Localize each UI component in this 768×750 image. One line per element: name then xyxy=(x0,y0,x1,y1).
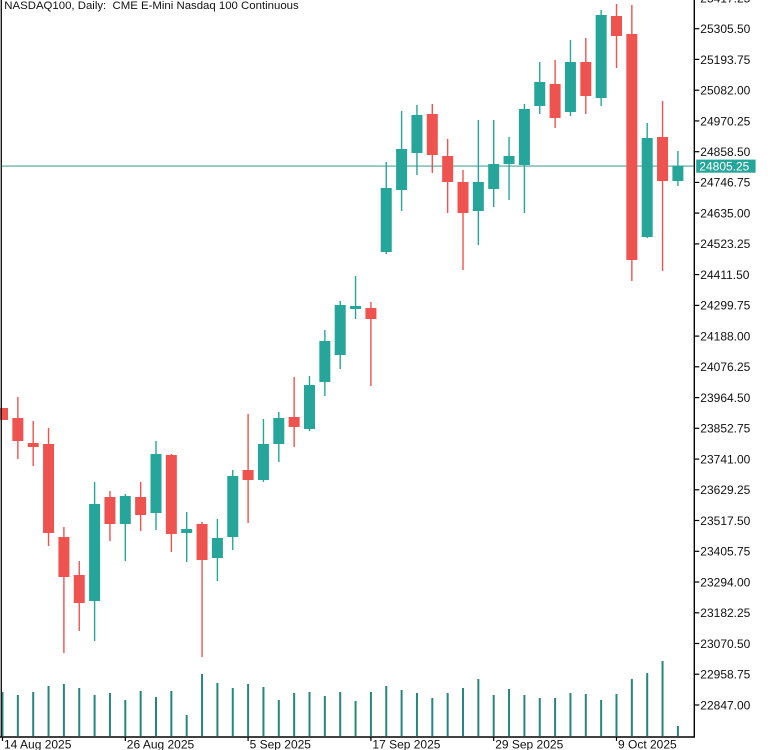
svg-text:25305.50: 25305.50 xyxy=(700,22,750,36)
svg-text:17 Sep 2025: 17 Sep 2025 xyxy=(372,737,440,750)
svg-text:24411.50: 24411.50 xyxy=(700,268,749,282)
svg-text:23964.50: 23964.50 xyxy=(700,391,750,405)
svg-text:23629.25: 23629.25 xyxy=(700,483,750,497)
svg-text:9 Oct 2025: 9 Oct 2025 xyxy=(618,737,677,750)
svg-text:24299.75: 24299.75 xyxy=(700,299,750,313)
svg-text:24635.00: 24635.00 xyxy=(700,207,750,221)
svg-text:23517.50: 23517.50 xyxy=(700,514,750,528)
svg-text:24746.75: 24746.75 xyxy=(700,176,750,190)
svg-text:14 Aug 2025: 14 Aug 2025 xyxy=(4,737,72,750)
svg-text:23852.75: 23852.75 xyxy=(700,422,750,436)
svg-text:24188.00: 24188.00 xyxy=(700,329,750,343)
svg-text:25417.25: 25417.25 xyxy=(700,0,750,5)
svg-text:26 Aug 2025: 26 Aug 2025 xyxy=(127,737,195,750)
svg-text:24523.25: 24523.25 xyxy=(700,237,750,251)
svg-text:5 Sep 2025: 5 Sep 2025 xyxy=(250,737,312,750)
svg-text:25193.75: 25193.75 xyxy=(700,53,750,67)
svg-text:24805.25: 24805.25 xyxy=(699,159,749,173)
svg-text:22958.75: 22958.75 xyxy=(700,668,750,682)
svg-text:23405.75: 23405.75 xyxy=(700,545,750,559)
svg-text:24858.50: 24858.50 xyxy=(700,145,750,159)
svg-text:25082.00: 25082.00 xyxy=(700,84,750,98)
svg-text:29 Sep 2025: 29 Sep 2025 xyxy=(495,737,563,750)
svg-text:23070.50: 23070.50 xyxy=(700,637,750,651)
svg-text:23294.00: 23294.00 xyxy=(700,575,750,589)
svg-text:23741.00: 23741.00 xyxy=(700,452,750,466)
svg-text:24970.25: 24970.25 xyxy=(700,114,750,128)
svg-text:24076.25: 24076.25 xyxy=(700,360,750,374)
svg-text:NASDAQ100, Daily: CME E-Mini: NASDAQ100, Daily: CME E-Mini Nasdaq 100 … xyxy=(4,0,299,12)
svg-text:23182.25: 23182.25 xyxy=(700,606,750,620)
svg-text:22847.00: 22847.00 xyxy=(700,698,750,712)
